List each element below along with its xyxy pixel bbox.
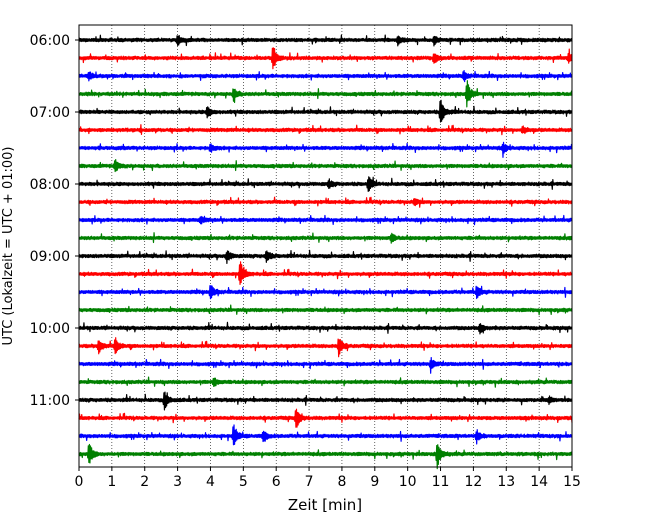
- y-tick-label: 08:00: [30, 177, 70, 193]
- trace-0715: [78, 124, 573, 136]
- trace-1045: [78, 376, 573, 388]
- trace-0930: [78, 285, 573, 300]
- y-tick-label: 11:00: [30, 393, 70, 409]
- x-axis-label: Zeit [min]: [288, 496, 362, 514]
- trace-0730: [78, 141, 573, 158]
- trace-lines: [78, 34, 573, 470]
- trace-0845: [78, 232, 573, 244]
- trace-0945: [78, 304, 573, 316]
- trace-0645: [78, 80, 573, 108]
- x-tick-label: 13: [497, 474, 515, 490]
- x-tick-label: 8: [337, 474, 346, 490]
- x-tick-label: 3: [173, 474, 182, 490]
- trace-1000: [78, 321, 573, 335]
- x-axis-ticks: 0 1 2 3 4 5 6 7 8 9 10 11 12 13 14 15: [75, 467, 581, 490]
- y-tick-label: 10:00: [30, 321, 70, 337]
- x-tick-label: 2: [140, 474, 149, 490]
- trace-0830: [78, 214, 573, 226]
- trace-1115: [78, 408, 573, 428]
- x-tick-label: 15: [563, 474, 581, 490]
- trace-1145: [78, 443, 573, 470]
- trace-0745: [78, 159, 573, 173]
- trace-1015: [78, 337, 573, 358]
- y-axis-label: UTC (Lokalzeit = UTC + 01:00): [1, 147, 16, 346]
- trace-0700: [78, 99, 573, 123]
- x-tick-label: 1: [107, 474, 116, 490]
- x-tick-label: 0: [75, 474, 84, 490]
- trace-1100: [78, 391, 573, 411]
- trace-0630: [78, 69, 573, 83]
- trace-0615: [78, 47, 573, 70]
- y-tick-label: 07:00: [30, 105, 70, 121]
- x-tick-label: 7: [305, 474, 314, 490]
- trace-0915: [78, 261, 573, 285]
- y-tick-label: 09:00: [30, 249, 70, 265]
- y-tick-label: 06:00: [30, 33, 70, 49]
- trace-0600: [78, 34, 573, 47]
- x-tick-label: 14: [530, 474, 548, 490]
- trace-1130: [78, 424, 573, 446]
- trace-1030: [78, 356, 573, 374]
- x-tick-label: 12: [464, 474, 482, 490]
- x-tick-label: 5: [239, 474, 248, 490]
- trace-0815: [78, 196, 573, 208]
- trace-0900: [78, 249, 573, 265]
- x-tick-label: 6: [272, 474, 281, 490]
- y-axis-ticks: 06:00 07:00 08:00 09:00 10:00 11:00: [30, 33, 79, 409]
- x-tick-label: 9: [370, 474, 379, 490]
- x-tick-label: 10: [399, 474, 417, 490]
- trace-0800: [78, 176, 573, 193]
- x-tick-label: 11: [432, 474, 450, 490]
- plot-frame: [78, 24, 573, 468]
- x-tick-label: 4: [206, 474, 215, 490]
